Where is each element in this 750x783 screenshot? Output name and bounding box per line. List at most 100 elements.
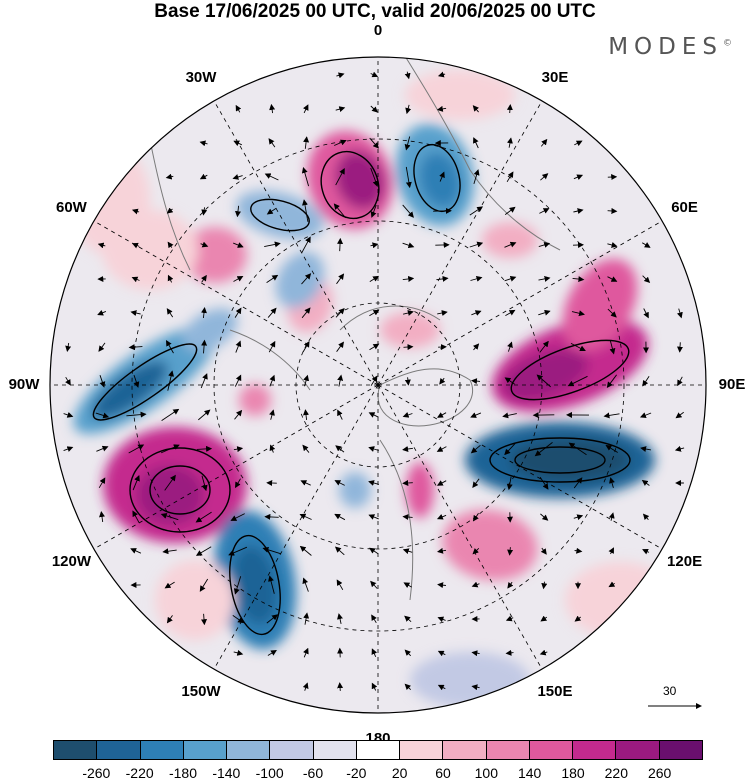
wind-vector bbox=[469, 241, 484, 248]
colorbar-tick-label: 260 bbox=[647, 765, 672, 781]
wind-vector bbox=[609, 477, 615, 489]
wind-vector bbox=[402, 548, 413, 555]
wind-vector bbox=[439, 171, 445, 182]
wind-vector bbox=[641, 479, 650, 486]
wind-vector bbox=[642, 376, 650, 387]
wind-vector bbox=[507, 137, 513, 148]
wind-vector bbox=[334, 139, 347, 146]
wind-vector bbox=[268, 138, 276, 148]
wind-vector bbox=[303, 647, 309, 658]
wind-vector bbox=[63, 412, 74, 418]
wind-vector bbox=[506, 476, 513, 491]
wind-vector bbox=[234, 205, 241, 218]
wind-vector bbox=[368, 446, 379, 452]
map-border bbox=[49, 56, 707, 714]
wind-vector bbox=[608, 581, 616, 588]
wind-vector bbox=[573, 477, 583, 489]
map-title: Base 17/06/2025 00 UTC, valid 20/06/2025… bbox=[154, 1, 596, 22]
wind-vector bbox=[608, 512, 615, 521]
wind-vector bbox=[473, 169, 480, 185]
anomaly-region bbox=[335, 150, 385, 210]
colorbar-swatch bbox=[355, 741, 400, 759]
wind-vector bbox=[437, 71, 446, 78]
wind-vector bbox=[436, 480, 447, 486]
wind-vector bbox=[370, 242, 379, 249]
wind-vector bbox=[230, 513, 245, 521]
wind-vector bbox=[199, 578, 209, 592]
wind-vector bbox=[166, 340, 174, 354]
wind-vector bbox=[233, 276, 244, 282]
anomaly-region bbox=[155, 560, 235, 640]
wind-vector bbox=[266, 207, 277, 215]
anomaly-region bbox=[239, 384, 271, 416]
wind-vector bbox=[471, 581, 480, 588]
wind-vector bbox=[269, 374, 276, 387]
anomaly-region bbox=[275, 251, 325, 309]
wind-vector bbox=[437, 616, 446, 623]
wind-vector bbox=[539, 476, 549, 490]
wind-vector bbox=[233, 576, 242, 595]
wind-vector bbox=[437, 412, 447, 418]
wind-vector bbox=[99, 511, 105, 523]
wind-vector bbox=[166, 207, 174, 214]
wind-vector bbox=[262, 546, 281, 555]
wind-vector bbox=[232, 615, 245, 624]
wind-vector bbox=[162, 548, 177, 555]
wind-vector bbox=[504, 377, 515, 385]
wind-vector bbox=[368, 412, 379, 418]
wind-vector bbox=[371, 614, 377, 624]
wind-vector bbox=[167, 241, 174, 249]
wind-vector bbox=[606, 374, 617, 389]
wind-vector bbox=[233, 649, 244, 656]
wind-vector bbox=[607, 242, 618, 248]
coastline bbox=[379, 439, 414, 601]
wind-vector bbox=[337, 613, 343, 624]
wind-vector bbox=[677, 376, 683, 387]
colorbar-swatch bbox=[485, 741, 529, 759]
wind-vector bbox=[574, 547, 583, 554]
meridian-line bbox=[93, 384, 379, 550]
wind-vector bbox=[228, 546, 248, 556]
wind-vector bbox=[472, 343, 480, 351]
wind-vector bbox=[609, 340, 616, 355]
wind-vector bbox=[302, 199, 309, 222]
wind-vector bbox=[402, 479, 413, 486]
wind-vector bbox=[568, 442, 587, 456]
wind-vector bbox=[437, 582, 446, 589]
height-contour bbox=[149, 465, 211, 515]
anomaly-region bbox=[380, 312, 440, 348]
wind-vector bbox=[605, 444, 618, 453]
colorbar-swatch bbox=[182, 741, 227, 759]
wind-vector bbox=[538, 242, 551, 248]
colorbar bbox=[53, 740, 703, 760]
wind-vector bbox=[573, 514, 584, 521]
wind-vector bbox=[302, 577, 309, 592]
wind-vector bbox=[334, 513, 346, 521]
wind-vectors bbox=[63, 71, 685, 691]
wind-vector bbox=[402, 446, 413, 452]
meridian-line bbox=[377, 220, 663, 386]
wind-vector bbox=[369, 547, 379, 555]
anomaly-region bbox=[565, 562, 675, 638]
wind-vector bbox=[334, 546, 345, 556]
wind-vector bbox=[299, 513, 312, 520]
wind-vector bbox=[335, 168, 345, 186]
wind-vector bbox=[437, 650, 446, 657]
colorbar-tick-label: 220 bbox=[604, 765, 629, 781]
wind-vector bbox=[195, 511, 212, 523]
longitude-label: 90E bbox=[718, 376, 746, 393]
wind-vector bbox=[337, 237, 344, 252]
wind-vector bbox=[269, 444, 276, 453]
wind-vector bbox=[540, 513, 549, 521]
wind-vector bbox=[538, 275, 551, 282]
wind-vector bbox=[65, 342, 72, 352]
wind-vector bbox=[536, 374, 551, 388]
wind-vector bbox=[370, 167, 379, 187]
wind-vector bbox=[200, 373, 208, 389]
colorbar-tick-label: 20 bbox=[391, 765, 408, 781]
wind-vector bbox=[640, 446, 651, 452]
reference-vector-label: 30 bbox=[663, 684, 677, 698]
wind-vector bbox=[233, 140, 242, 147]
wind-vector bbox=[199, 140, 208, 147]
wind-vector bbox=[303, 409, 309, 420]
